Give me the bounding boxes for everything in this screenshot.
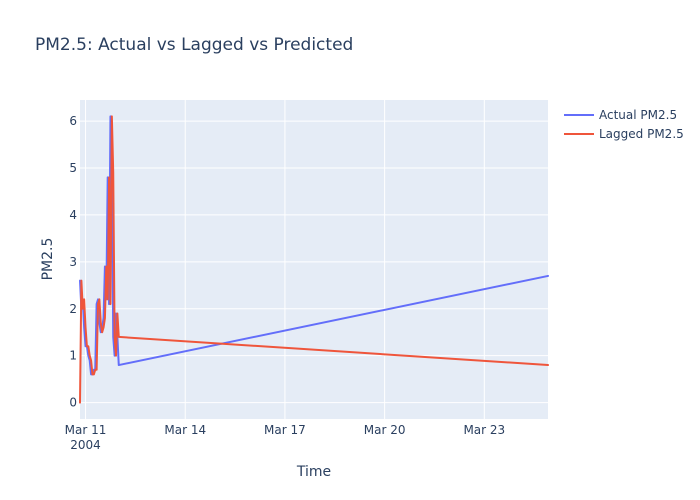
y-tick-label: 0: [69, 396, 77, 410]
x-tick-sublabel: 2004: [70, 438, 101, 452]
y-tick-label: 3: [69, 255, 77, 269]
y-tick-label: 6: [69, 114, 77, 128]
x-tick-label: Mar 11: [65, 423, 107, 437]
y-axis-title: PM2.5: [40, 238, 56, 281]
plot-area: [80, 100, 548, 419]
series-line-2: [79, 115, 549, 404]
x-tick-label: Mar 14: [164, 423, 206, 437]
x-tick-label: Mar 23: [463, 423, 505, 437]
grid: [80, 100, 548, 419]
legend[interactable]: Actual PM2.5 Lagged PM2.5: [564, 108, 684, 141]
x-tick-label: Mar 17: [264, 423, 306, 437]
y-axis-ticks: 0 1 2 3 4 5 6: [69, 114, 77, 409]
y-tick-label: 4: [69, 208, 77, 222]
x-tick-label: Mar 20: [364, 423, 406, 437]
legend-label: Lagged PM2.5: [599, 127, 684, 141]
legend-item-2[interactable]: Lagged PM2.5: [564, 127, 684, 141]
chart-title: PM2.5: Actual vs Lagged vs Predicted: [35, 35, 353, 55]
y-tick-label: 2: [69, 302, 77, 316]
legend-item-1[interactable]: Actual PM2.5: [564, 108, 677, 122]
y-tick-label: 5: [69, 161, 77, 175]
series-lines: [79, 115, 549, 404]
y-tick-label: 1: [69, 349, 77, 363]
legend-label: Actual PM2.5: [599, 108, 677, 122]
x-axis-title: Time: [296, 464, 331, 480]
